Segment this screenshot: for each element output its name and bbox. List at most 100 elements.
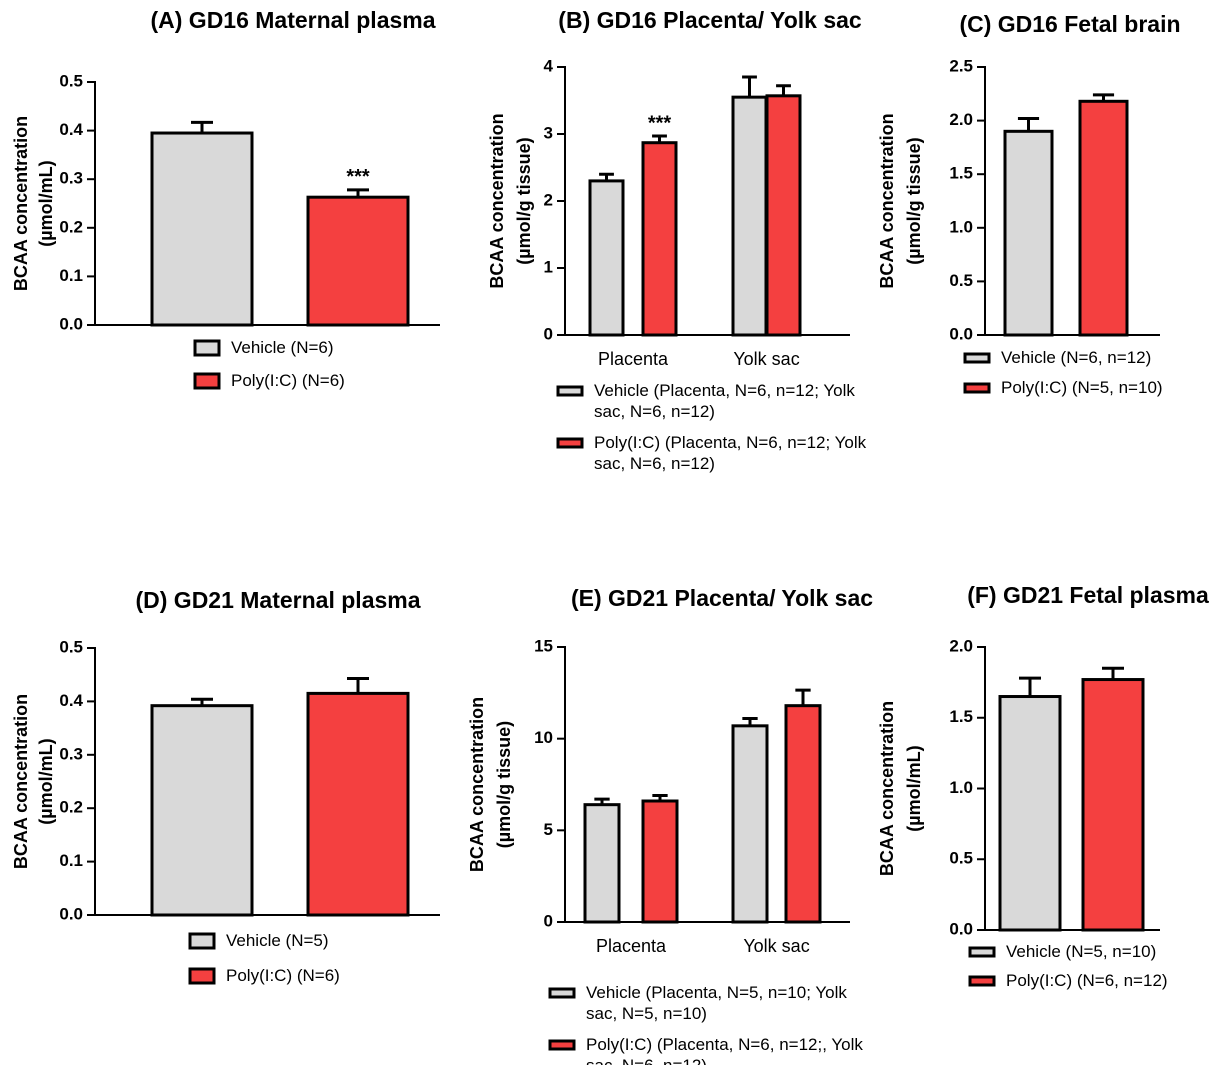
y-axis-label: (µmol/mL) [36,738,56,824]
error-bar [1092,93,1115,102]
error-bar [191,120,213,134]
y-tick-label: 10 [534,728,553,747]
legend-entry: Vehicle (N=6) [231,338,334,357]
legend-label: Vehicle (Placenta, N=5, n=10; Yolk sac, … [586,983,847,1023]
y-axis-label: BCAA concentration [877,701,897,876]
legend-swatch [968,975,996,987]
y-tick-label: 1.0 [949,778,973,797]
legend-entry: Vehicle (Placenta, N=6, n=12; Yolk sac, … [594,381,855,421]
legend-swatch [548,1039,576,1051]
y-axis-label: BCAA concentration [11,694,31,869]
y-axis-label: BCAA concentration [11,116,31,291]
error-bar [742,717,758,726]
legend-swatch [963,352,991,364]
legend-swatch [193,339,221,357]
y-tick-label: 0.0 [949,324,973,343]
y-tick-label: 0.5 [59,637,83,656]
annotation: *** [648,112,672,134]
y-tick-label: 0.5 [949,849,973,868]
bar [765,94,802,337]
y-tick-label: 0.4 [59,691,83,710]
y-tick-label: 3 [544,123,553,142]
legend-entry: Poly(I:C) (Placenta, N=6, n=12; Yolk sac… [594,433,867,473]
y-tick-label: 2 [544,190,553,209]
error-bar [776,84,791,96]
y-tick-label: 0.5 [949,271,973,290]
legend-label: Vehicle (N=6, n=12) [1001,348,1152,367]
legend-label: Poly(I:C) (N=6) [231,371,345,390]
y-tick-label: 0 [544,911,553,930]
error-bar [795,688,811,706]
bar [1078,99,1129,337]
legend-label: Vehicle (N=5, n=10) [1006,942,1157,961]
y-tick-label: 2.5 [949,56,973,75]
error-bar [1102,666,1124,680]
error-bar [347,188,369,198]
error-bar [191,697,213,706]
legend-swatch [968,946,996,958]
error-bar [594,797,610,805]
y-tick-label: 0.0 [59,314,83,333]
error-bar [652,134,667,143]
chart-title: (B) GD16 Placenta/ Yolk sac [558,7,862,33]
legend-swatch [193,372,221,390]
legend-entry: Vehicle (N=5) [226,931,329,950]
y-axis-label: BCAA concentration [467,697,487,872]
bar [731,95,768,337]
y-axis-label: (µmol/g tissue) [514,137,534,264]
y-tick-label: 0.1 [59,266,83,285]
y-axis-label: (µmol/g tissue) [904,137,924,264]
legend-label: Poly(I:C) (Placenta, N=6, n=12;, Yolk sa… [586,1035,863,1065]
y-axis-label: (µmol/g tissue) [494,721,514,848]
legend-label: Vehicle (N=5) [226,931,329,950]
legend-label: Poly(I:C) (Placenta, N=6, n=12; Yolk sac… [594,433,867,473]
bar [998,695,1062,932]
y-tick-label: 0.5 [59,71,83,90]
legend-label: Vehicle (Placenta, N=6, n=12; Yolk sac, … [594,381,855,421]
x-tick-label: Placenta [598,349,669,369]
y-tick-label: 0.3 [59,169,83,188]
y-tick-label: 0.0 [59,904,83,923]
y-tick-label: 1.5 [949,707,973,726]
y-tick-label: 2.0 [949,636,973,655]
chart-title: (D) GD21 Maternal plasma [135,587,420,613]
legend-label: Poly(I:C) (N=6) [226,966,340,985]
error-bar [1019,676,1041,697]
legend-entry: Poly(I:C) (N=6, n=12) [1006,971,1168,990]
legend-swatch [963,382,991,394]
y-axis-label: BCAA concentration [487,113,507,288]
bar [1003,129,1054,337]
y-tick-label: 1 [544,257,553,276]
y-tick-label: 0.2 [59,798,83,817]
y-tick-label: 1.5 [949,164,973,183]
legend-swatch [556,385,584,397]
legend-label: Vehicle (N=6) [231,338,334,357]
bar [150,131,254,327]
annotation: *** [346,166,370,188]
legend-swatch [188,967,216,985]
bar [306,691,410,917]
y-axis-label: (µmol/mL) [36,160,56,246]
chart-title: (E) GD21 Placenta/ Yolk sac [571,585,873,611]
y-tick-label: 0.0 [949,919,973,938]
bar [731,724,769,924]
error-bar [652,794,668,801]
bar [583,803,621,924]
legend-swatch [548,987,576,999]
y-tick-label: 4 [544,56,554,75]
legend-entry: Vehicle (N=6, n=12) [1001,348,1152,367]
chart-title: (A) GD16 Maternal plasma [150,7,435,33]
y-tick-label: 0.4 [59,120,83,139]
bar [641,141,678,337]
legend-swatch [556,437,584,449]
error-bar [1017,116,1040,132]
y-axis-label: (µmol/mL) [904,745,924,831]
bar [306,195,410,327]
error-bar [347,676,369,694]
bar [1081,678,1145,932]
x-tick-label: Yolk sac [733,349,799,369]
legend-entry: Poly(I:C) (Placenta, N=6, n=12;, Yolk sa… [586,1035,863,1065]
y-axis-label: BCAA concentration [877,113,897,288]
y-tick-label: 0.3 [59,744,83,763]
